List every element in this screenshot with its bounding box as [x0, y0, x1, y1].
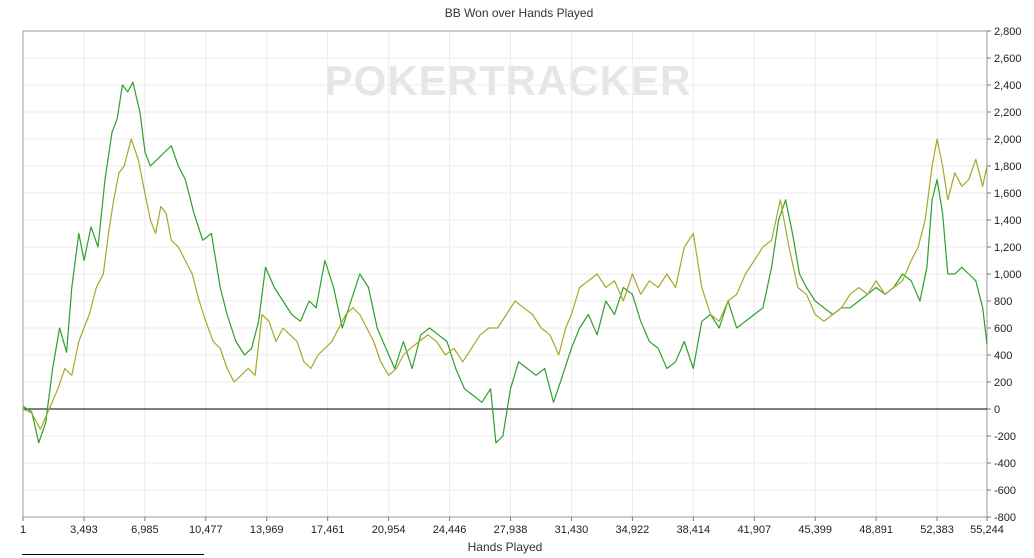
x-tick-label: 1	[20, 524, 26, 536]
x-tick-label: 13,969	[250, 524, 284, 536]
grid-layer	[22, 30, 988, 518]
y-tick-label: 2,400	[994, 80, 1022, 92]
y-tick-label: 400	[994, 350, 1012, 362]
x-tick-label: 48,891	[859, 524, 893, 536]
y-tick-label: 800	[994, 296, 1012, 308]
y-axis: 2,800 2,600 2,400 2,200 2,000 1,800 1,600 1,400…	[987, 26, 1022, 524]
x-tick-label: 24,446	[433, 524, 467, 536]
y-tick-label: 2,800	[994, 26, 1022, 38]
x-tick-label: 41,907	[737, 524, 771, 536]
chart-title: BB Won over Hands Played	[445, 6, 594, 20]
y-tick-label: -400	[994, 458, 1016, 470]
series-line-1	[22, 81, 988, 444]
y-tick-label: 0	[994, 404, 1000, 416]
x-tick-label: 52,383	[920, 524, 954, 536]
x-tick-label: 27,938	[494, 524, 528, 536]
y-tick-label: 1,000	[994, 269, 1022, 281]
x-tick-label: 17,461	[311, 524, 345, 536]
y-tick-label: 2,000	[994, 134, 1022, 146]
x-tick-label: 45,399	[798, 524, 832, 536]
x-tick-label: 31,430	[555, 524, 589, 536]
y-tick-label: 200	[994, 377, 1012, 389]
x-axis-title: Hands Played	[468, 540, 543, 554]
x-tick-label: 34,922	[616, 524, 650, 536]
series-line-2	[22, 138, 988, 430]
y-tick-label: -800	[994, 512, 1016, 524]
y-tick-label: 1,600	[994, 188, 1022, 200]
y-tick-label: 1,800	[994, 161, 1022, 173]
series-layer	[22, 81, 988, 444]
x-tick-label: 6,985	[131, 524, 159, 536]
footer-divider	[22, 554, 204, 555]
x-tick-label: 20,954	[372, 524, 406, 536]
x-tick-label: 55,244	[970, 524, 1004, 536]
y-tick-label: -600	[994, 485, 1016, 497]
x-tick-label: 10,477	[189, 524, 223, 536]
y-tick-label: 2,600	[994, 53, 1022, 65]
x-tick-label: 38,414	[676, 524, 710, 536]
y-tick-label: 600	[994, 323, 1012, 335]
y-tick-label: 1,400	[994, 215, 1022, 227]
x-tick-label: 3,493	[70, 524, 98, 536]
y-tick-label: -200	[994, 431, 1016, 443]
pokertracker-watermark: POKERTRACKER	[325, 57, 692, 104]
y-tick-label: 2,200	[994, 107, 1022, 119]
y-tick-label: 1,200	[994, 242, 1022, 254]
x-axis: 1 3,493 6,985 10,477 13,969 17,461 20,954 24,44…	[20, 517, 1004, 536]
